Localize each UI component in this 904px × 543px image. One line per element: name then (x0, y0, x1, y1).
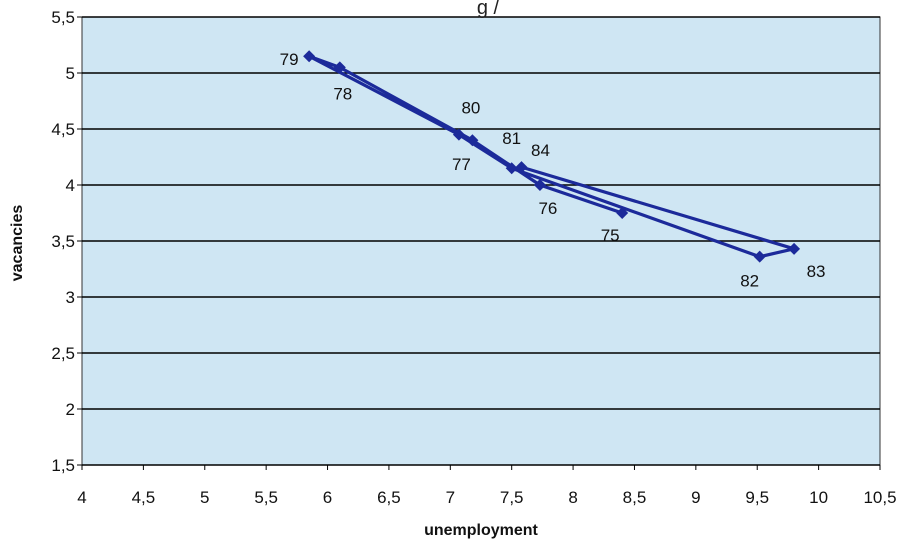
data-label: 81 (502, 129, 521, 148)
data-point-marker (533, 179, 546, 191)
y-tick-label: 5 (66, 64, 75, 83)
x-axis-label: unemployment (424, 522, 538, 539)
data-point-marker (303, 50, 316, 63)
y-tick-label: 5,5 (51, 8, 75, 27)
x-tick-label: 5,5 (254, 488, 278, 507)
data-label: 80 (461, 99, 480, 118)
y-axis-ticks: 1,5 2 2,5 3 3,5 4 4,5 5 5,5 (51, 8, 75, 475)
data-label: 76 (538, 199, 557, 218)
y-tick-label: 3 (66, 288, 75, 307)
x-tick-label: 9,5 (745, 488, 769, 507)
data-label: 82 (740, 272, 759, 291)
x-axis-ticks: 4 4,5 5 5,5 6 6,5 7 7,5 8 8,5 9 9,5 10 10,5 (77, 488, 896, 507)
y-tick-label: 4 (66, 176, 75, 195)
x-tick-label: 6 (323, 488, 332, 507)
x-tick-label: 9 (691, 488, 700, 507)
y-tick-label: 1,5 (51, 456, 75, 475)
data-point-marker (466, 134, 479, 147)
y-axis-label: vacancies (9, 205, 26, 282)
series-line (307, 54, 796, 259)
x-tick-label: 4 (77, 488, 86, 507)
y-tick-label: 2,5 (51, 344, 75, 363)
point-labels: 75 76 77 78 79 80 81 82 83 84 (280, 50, 826, 290)
x-tick-label: 10,5 (863, 488, 896, 507)
chart-title-fragment: g / (477, 0, 500, 19)
data-point-marker (616, 207, 629, 219)
data-point-marker (753, 250, 766, 263)
series (303, 50, 801, 263)
x-tick-label: 10 (809, 488, 828, 507)
data-label: 78 (333, 84, 352, 103)
x-tick-label: 7,5 (500, 488, 524, 507)
data-point-marker (515, 161, 528, 174)
gridlines (77, 16, 881, 470)
y-tick-label: 4,5 (51, 120, 75, 139)
data-label: 83 (807, 262, 826, 281)
x-tick-label: 7 (446, 488, 455, 507)
data-point-marker (505, 162, 518, 175)
x-tick-label: 5 (200, 488, 209, 507)
x-tick-label: 8 (568, 488, 577, 507)
data-label: 75 (601, 226, 620, 245)
data-point-marker (788, 242, 801, 255)
data-label: 79 (280, 50, 299, 69)
x-tick-label: 6,5 (377, 488, 401, 507)
data-point-marker (333, 61, 346, 74)
data-label: 77 (452, 155, 471, 174)
data-point-marker (452, 128, 465, 141)
y-tick-label: 2 (66, 400, 75, 419)
y-tick-label: 3,5 (51, 232, 75, 251)
x-tick-label: 8,5 (623, 488, 647, 507)
x-tick-label: 4,5 (132, 488, 156, 507)
data-label: 84 (531, 141, 550, 160)
